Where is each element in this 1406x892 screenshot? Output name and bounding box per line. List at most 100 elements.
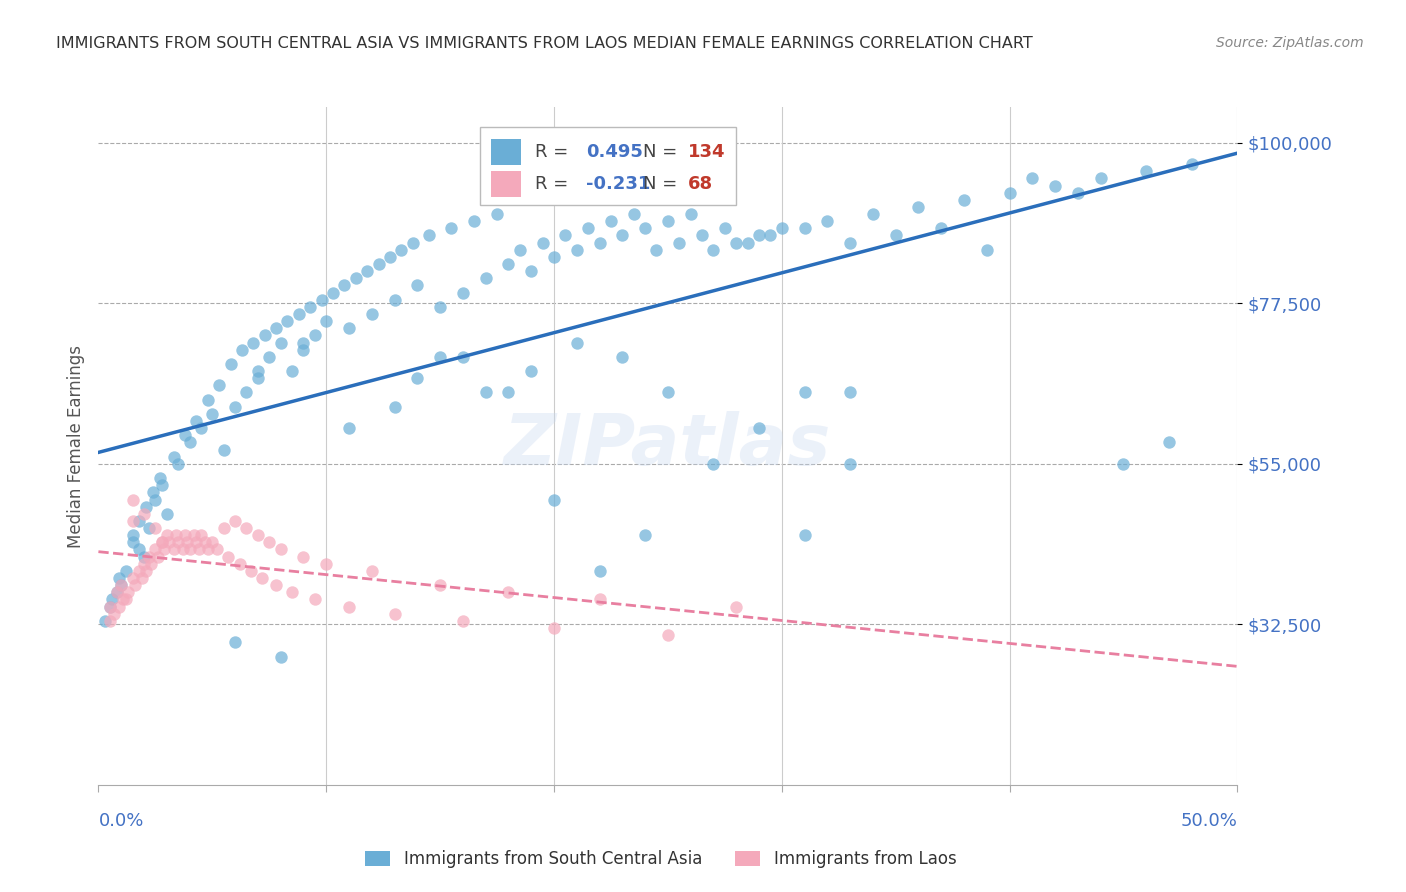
- Point: [520, 364, 543, 378]
- Point: [451, 614, 474, 628]
- Point: [128, 564, 150, 578]
- Point: [132, 549, 155, 564]
- Point: [657, 385, 679, 400]
- Point: [264, 321, 287, 335]
- Point: [793, 221, 815, 235]
- Point: [531, 235, 554, 250]
- Point: [242, 335, 264, 350]
- Point: [205, 542, 228, 557]
- Point: [259, 350, 281, 364]
- Point: [554, 228, 576, 243]
- Point: [224, 400, 246, 414]
- Point: [748, 228, 770, 243]
- Point: [197, 392, 219, 407]
- Point: [725, 235, 748, 250]
- Point: [815, 214, 838, 228]
- Legend: Immigrants from South Central Asia, Immigrants from Laos: Immigrants from South Central Asia, Immi…: [359, 844, 963, 875]
- Point: [292, 549, 315, 564]
- Bar: [491, 139, 522, 165]
- Point: [793, 528, 815, 542]
- Point: [157, 535, 180, 549]
- Point: [145, 542, 167, 557]
- Point: [543, 621, 565, 635]
- Point: [121, 492, 143, 507]
- Point: [138, 549, 160, 564]
- Point: [270, 542, 292, 557]
- Text: 50.0%: 50.0%: [1181, 812, 1237, 830]
- Point: [304, 328, 326, 343]
- Point: [1181, 157, 1204, 171]
- Point: [98, 599, 121, 614]
- Point: [240, 564, 263, 578]
- Point: [186, 414, 208, 428]
- Point: [862, 207, 884, 221]
- Point: [208, 378, 231, 392]
- Bar: [479, 128, 737, 205]
- Point: [165, 528, 187, 542]
- Point: [186, 535, 208, 549]
- Point: [509, 243, 531, 257]
- Point: [463, 214, 485, 228]
- Point: [714, 221, 737, 235]
- Point: [142, 485, 165, 500]
- Y-axis label: Median Female Earnings: Median Female Earnings: [66, 344, 84, 548]
- Point: [270, 649, 292, 664]
- Point: [588, 235, 610, 250]
- Text: Source: ZipAtlas.com: Source: ZipAtlas.com: [1216, 36, 1364, 50]
- Point: [150, 535, 173, 549]
- Point: [252, 571, 274, 585]
- Point: [231, 343, 253, 357]
- Point: [150, 535, 173, 549]
- Point: [124, 578, 146, 592]
- Point: [337, 599, 360, 614]
- Point: [737, 235, 759, 250]
- Point: [162, 542, 184, 557]
- Point: [128, 542, 150, 557]
- Point: [179, 435, 201, 450]
- Point: [153, 542, 176, 557]
- Point: [1021, 171, 1043, 186]
- Point: [418, 228, 440, 243]
- Point: [315, 314, 337, 328]
- Point: [145, 492, 167, 507]
- Point: [190, 528, 212, 542]
- Point: [953, 193, 976, 207]
- Point: [224, 635, 246, 649]
- Bar: [491, 171, 522, 197]
- Point: [576, 221, 599, 235]
- Point: [565, 335, 588, 350]
- Point: [498, 585, 520, 599]
- Point: [131, 571, 153, 585]
- Point: [121, 535, 143, 549]
- Point: [217, 549, 239, 564]
- Point: [288, 307, 311, 321]
- Point: [98, 614, 121, 628]
- Point: [235, 521, 257, 535]
- Point: [139, 557, 162, 571]
- Point: [183, 528, 205, 542]
- Point: [112, 592, 135, 607]
- Point: [105, 585, 128, 599]
- Point: [167, 535, 190, 549]
- Point: [179, 542, 201, 557]
- Point: [839, 457, 862, 471]
- Point: [101, 592, 124, 607]
- Point: [156, 507, 179, 521]
- Point: [105, 585, 128, 599]
- Point: [600, 214, 623, 228]
- Point: [246, 528, 269, 542]
- Point: [117, 585, 139, 599]
- Point: [121, 571, 143, 585]
- Point: [451, 350, 474, 364]
- Point: [588, 592, 610, 607]
- Point: [190, 421, 212, 435]
- Point: [429, 300, 451, 314]
- Point: [246, 364, 269, 378]
- Point: [429, 350, 451, 364]
- Point: [315, 557, 337, 571]
- Point: [612, 228, 634, 243]
- Point: [770, 221, 793, 235]
- Point: [281, 364, 304, 378]
- Point: [976, 243, 998, 257]
- Point: [114, 564, 136, 578]
